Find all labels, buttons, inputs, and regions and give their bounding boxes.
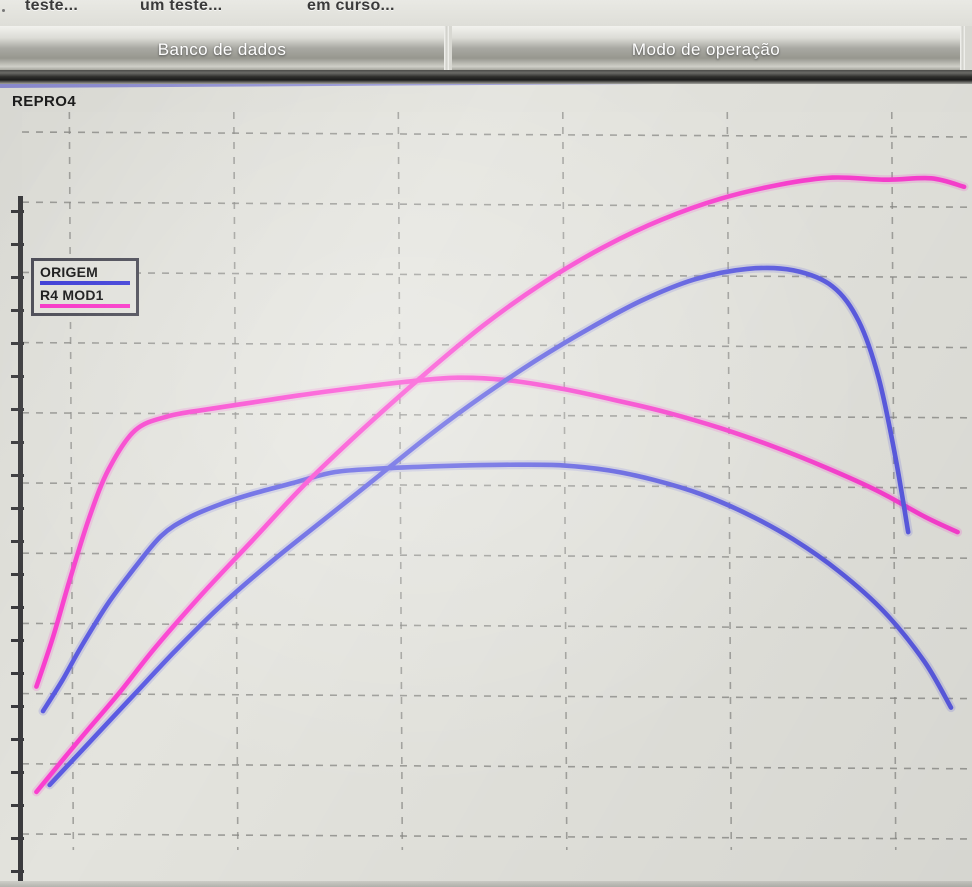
series-3	[31, 172, 969, 797]
y-axis	[11, 196, 24, 887]
legend-label-r4mod1: R4 MOD1	[40, 287, 104, 303]
y-axis-tick	[11, 837, 24, 840]
y-axis-tick	[11, 408, 24, 411]
plot-area[interactable]	[22, 112, 972, 850]
y-axis-tick	[11, 243, 24, 246]
y-axis-tick	[11, 573, 24, 576]
legend-item-origem[interactable]: ORIGEM	[40, 265, 130, 285]
panel-divider-2	[960, 26, 965, 72]
y-axis-tick	[11, 639, 24, 642]
y-axis-tick	[11, 276, 24, 279]
bullet-icon	[2, 9, 5, 12]
status-label-2: um teste...	[140, 0, 223, 14]
series-2	[45, 263, 913, 790]
status-label-3: em curso...	[307, 0, 395, 14]
y-axis-tick	[11, 474, 24, 477]
window-bottom-strip	[0, 881, 972, 887]
y-axis-tick	[11, 375, 24, 378]
y-axis-tick	[11, 540, 24, 543]
y-axis-tick	[11, 738, 24, 741]
panel-header-modo-de-operacao[interactable]: Modo de operação	[452, 26, 960, 72]
dyno-chart-window[interactable]: REPRO4 (c) Dynose 5002000250030003500400…	[0, 84, 972, 887]
y-axis-tick	[11, 870, 24, 873]
legend-label-origem: ORIGEM	[40, 264, 98, 280]
toolbar-shadow-band	[0, 70, 972, 84]
y-axis-tick	[11, 606, 24, 609]
legend-item-r4mod1[interactable]: R4 MOD1	[40, 288, 130, 308]
y-axis-tick	[11, 705, 24, 708]
y-axis-tick	[11, 507, 24, 510]
legend-swatch-origem	[40, 281, 130, 285]
panel-divider-1	[444, 26, 449, 72]
y-axis-tick	[11, 672, 24, 675]
status-label-1: teste...	[25, 0, 79, 14]
panel-title-operation-mode: Modo de operação	[631, 40, 781, 59]
series-0	[38, 460, 956, 716]
y-axis-tick	[11, 309, 24, 312]
application-toolbar: teste... um teste... em curso... Banco d…	[0, 0, 972, 84]
status-text-row: teste... um teste... em curso...	[0, 0, 972, 26]
y-axis-tick	[11, 441, 24, 444]
y-axis-tick	[11, 210, 24, 213]
chart-canvas	[22, 112, 972, 850]
chart-legend[interactable]: ORIGEM R4 MOD1	[31, 258, 139, 316]
y-axis-tick	[11, 771, 24, 774]
panel-header-banco-de-dados[interactable]: Banco de dados	[0, 26, 444, 72]
series-1	[31, 373, 963, 692]
y-axis-tick	[11, 342, 24, 345]
page-title: REPRO4	[12, 93, 77, 110]
y-axis-tick	[11, 804, 24, 807]
panel-title-database: Banco de dados	[157, 40, 287, 59]
legend-swatch-r4mod1	[40, 304, 130, 308]
window-accent-line	[0, 84, 972, 88]
